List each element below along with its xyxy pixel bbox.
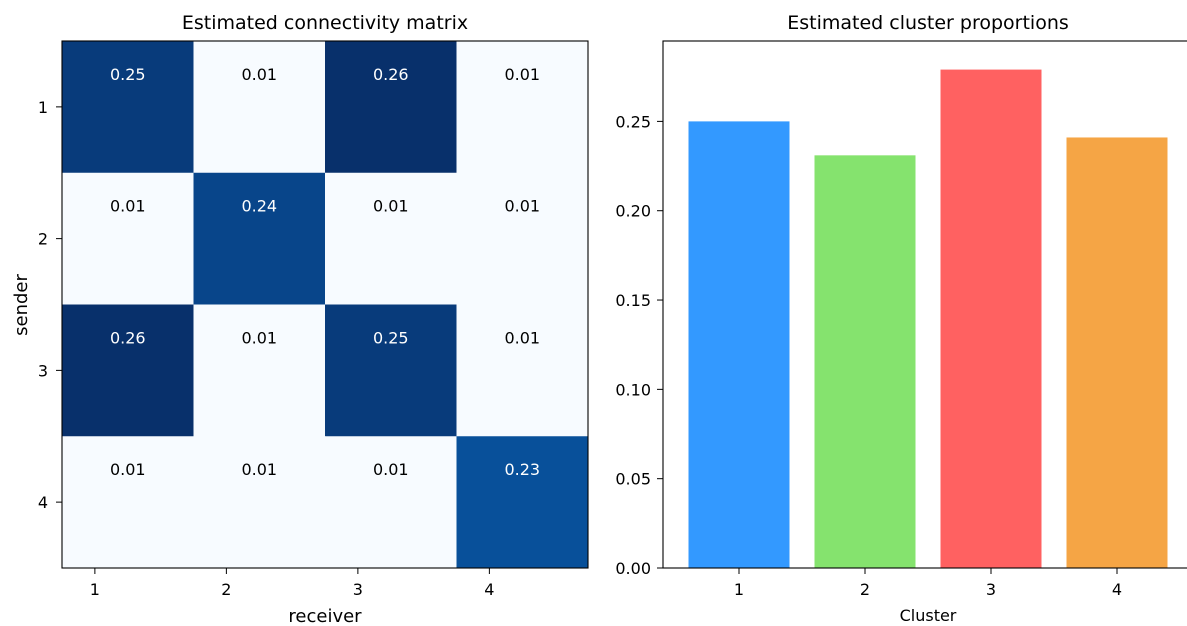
bar-y-tick-label: 0.10 [615, 380, 651, 399]
heatmap-cell-label: 0.26 [373, 65, 409, 84]
heatmap-title: Estimated connectivity matrix [182, 12, 468, 34]
bar-cluster-1 [688, 121, 790, 568]
heatmap-cell-label: 0.01 [241, 65, 277, 84]
heatmap-cell-label: 0.01 [504, 197, 540, 216]
heatmap-y-tick-label: 3 [38, 361, 48, 380]
bar-y-tick-label: 0.25 [615, 112, 651, 131]
bar-x-tick-label: 3 [986, 580, 996, 599]
heatmap-cell [62, 41, 194, 174]
bar-y-tick-label: 0.00 [615, 559, 651, 578]
heatmap-y-tick-label: 4 [38, 493, 48, 512]
heatmap-cell [325, 172, 457, 305]
heatmap-frame [61, 40, 589, 569]
heatmap-cell-label: 0.01 [241, 328, 277, 347]
heatmap-panel: Estimated connectivity matrix 0.25 0.01 0.… [11, 12, 589, 626]
heatmap-cell-label: 0.24 [241, 197, 277, 216]
heatmap-y-tick-label: 1 [38, 98, 48, 117]
heatmap-cell-label: 0.01 [373, 197, 409, 216]
bar-x-tick-label: 4 [1112, 580, 1122, 599]
bar-frame [662, 40, 1187, 569]
heatmap-cell [456, 436, 589, 569]
heatmap-cell-label: 0.01 [504, 65, 540, 84]
heatmap-cell-label: 0.23 [504, 460, 540, 479]
heatmap-y-tick-label: 2 [38, 230, 48, 249]
heatmap-x-tick-label: 4 [484, 580, 494, 599]
bar-y-tick-label: 0.20 [615, 202, 651, 221]
heatmap-x-tick-label: 1 [90, 580, 100, 599]
bar-x-tick-label: 1 [734, 580, 744, 599]
heatmap-cell [325, 41, 457, 174]
heatmap-cell [193, 172, 326, 305]
heatmap-x-tick-label: 2 [221, 580, 231, 599]
bar-y-ticks: 0.00 0.05 0.10 0.15 0.20 0.25 [615, 112, 663, 578]
heatmap-y-axis-label: sender [11, 274, 32, 336]
heatmap-cell [193, 41, 326, 174]
heatmap-cell [62, 172, 194, 305]
bar-y-tick-label: 0.15 [615, 291, 651, 310]
heatmap-cells [62, 41, 589, 569]
heatmap-cell [62, 436, 194, 569]
heatmap-cell-label: 0.01 [504, 328, 540, 347]
heatmap-cell-label: 0.01 [373, 460, 409, 479]
heatmap-cell-label: 0.01 [110, 460, 146, 479]
heatmap-cell [456, 172, 589, 305]
bar-y-tick-label: 0.05 [615, 470, 651, 489]
bar-x-tick-label: 2 [860, 580, 870, 599]
bar-cluster-3 [940, 69, 1042, 568]
bar-title: Estimated cluster proportions [787, 12, 1069, 34]
heatmap-cell [193, 304, 326, 437]
bars [688, 69, 1168, 568]
heatmap-cell [193, 436, 326, 569]
heatmap-cell-label: 0.01 [110, 197, 146, 216]
heatmap-cell-label: 0.01 [241, 460, 277, 479]
bar-cluster-2 [814, 155, 916, 568]
heatmap-cell [325, 304, 457, 437]
heatmap-y-ticks: 1 2 3 4 [38, 98, 62, 512]
heatmap-x-axis-label: receiver [288, 606, 362, 626]
heatmap-x-ticks: 1 2 3 4 [90, 568, 494, 599]
bar-x-ticks: 1 2 3 4 [734, 568, 1122, 599]
heatmap-cell-label: 0.25 [373, 328, 409, 347]
heatmap-cell [325, 436, 457, 569]
bar-cluster-4 [1066, 137, 1168, 568]
heatmap-value-labels: 0.25 0.01 0.26 0.01 0.01 0.24 0.01 0.01 0.26 0.01… [110, 65, 540, 479]
heatmap-cell [62, 304, 194, 437]
heatmap-cell [456, 304, 589, 437]
heatmap-x-tick-label: 3 [353, 580, 363, 599]
heatmap-cell [456, 41, 589, 174]
heatmap-cell-label: 0.25 [110, 65, 146, 84]
bar-x-axis-label: Cluster [900, 606, 957, 625]
heatmap-cell-label: 0.26 [110, 328, 146, 347]
